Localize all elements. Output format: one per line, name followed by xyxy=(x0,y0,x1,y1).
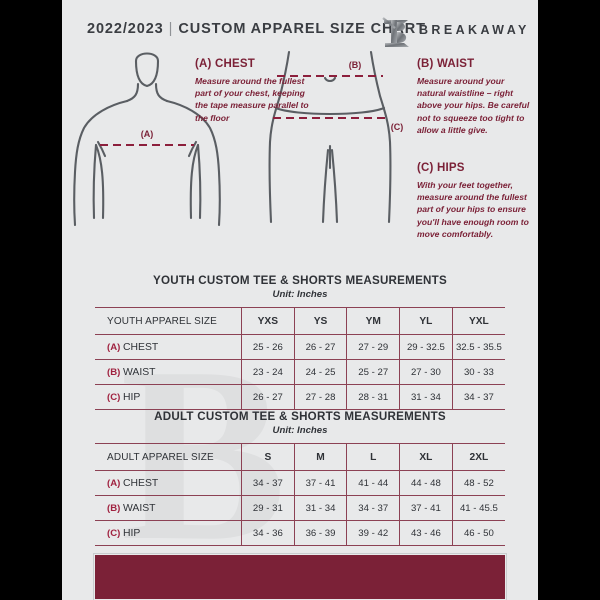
cell: 27 - 28 xyxy=(294,384,348,410)
brand-name: BREAKAWAY xyxy=(419,23,530,37)
cell: 28 - 31 xyxy=(346,384,401,410)
row-label: HIP xyxy=(123,391,141,403)
row-label: CHEST xyxy=(123,477,159,489)
youth-header-yxs: YXS xyxy=(241,307,295,335)
table-row: (A) CHEST 34 - 37 37 - 41 41 - 44 44 - 4… xyxy=(95,470,505,496)
cell: 31 - 34 xyxy=(294,495,348,521)
callout-hips-body: With your feet together, measure around … xyxy=(417,180,529,239)
cell: 26 - 27 xyxy=(294,334,348,360)
row-label: WAIST xyxy=(123,366,156,378)
row-label: WAIST xyxy=(123,502,156,514)
adult-header-xl: XL xyxy=(399,443,453,471)
callout-waist: (B) WAIST Measure around your natural wa… xyxy=(417,58,535,136)
page-title: CUSTOM APPAREL SIZE CHART xyxy=(178,21,426,37)
cell: 34 - 37 xyxy=(346,495,401,521)
adult-table-title: ADULT CUSTOM TEE & SHORTS MEASUREMENTS xyxy=(154,410,446,423)
youth-size-table: YOUTH APPAREL SIZE YXS YS YM YL YXL (A) … xyxy=(95,307,505,410)
header-separator: | xyxy=(168,21,174,37)
row-tag: (B) xyxy=(107,502,121,514)
row-tag: (A) xyxy=(107,341,121,353)
cell: 26 - 27 xyxy=(241,384,295,410)
cell: 31 - 34 xyxy=(399,384,453,410)
breakaway-b-monogram-icon xyxy=(382,17,409,47)
callout-chest: (A) CHEST Measure around the fullest par… xyxy=(195,58,313,124)
youth-row-hip-label: (C) HIP xyxy=(95,384,242,410)
body-measurement-illustration: (A) (B) (C) xyxy=(73,50,404,227)
row-tag: (A) xyxy=(107,477,121,489)
cell: 39 - 42 xyxy=(346,520,401,546)
adult-measurements-block: ADULT CUSTOM TEE & SHORTS MEASUREMENTS U… xyxy=(95,410,505,546)
table-row: (A) CHEST 25 - 26 26 - 27 27 - 29 29 - 3… xyxy=(95,334,505,360)
youth-row-chest-label: (A) CHEST xyxy=(95,334,242,360)
callout-waist-heading: (B) WAIST xyxy=(417,58,475,70)
cell: 37 - 41 xyxy=(399,495,453,521)
adult-row-waist-label: (B) WAIST xyxy=(95,495,242,521)
youth-header-ym: YM xyxy=(346,307,401,335)
adult-row-chest-label: (A) CHEST xyxy=(95,470,242,496)
youth-header-yl: YL xyxy=(399,307,453,335)
adult-row-hip-label: (C) HIP xyxy=(95,520,242,546)
cell: 30 - 33 xyxy=(452,359,505,385)
cell: 34 - 36 xyxy=(241,520,295,546)
youth-measurements-block: YOUTH CUSTOM TEE & SHORTS MEASUREMENTS U… xyxy=(95,274,505,410)
cell: 24 - 25 xyxy=(294,359,348,385)
measurement-diagrams: (A) (B) (C) (A) CHEST xyxy=(62,50,538,270)
header-title-line: 2022/2023 | CUSTOM APPAREL SIZE CHART xyxy=(87,21,426,37)
callout-hips: (C) HIPS With your feet together, measur… xyxy=(417,162,538,240)
youth-table-title: YOUTH CUSTOM TEE & SHORTS MEASUREMENTS xyxy=(153,274,447,287)
callout-hips-heading: (C) HIPS xyxy=(417,162,465,174)
cell: 29 - 32.5 xyxy=(399,334,453,360)
waist-measure-label: (B) xyxy=(349,60,362,70)
cell: 37 - 41 xyxy=(294,470,348,496)
row-label: CHEST xyxy=(123,341,159,353)
table-row: (B) WAIST 29 - 31 31 - 34 34 - 37 37 - 4… xyxy=(95,495,505,521)
cell: 23 - 24 xyxy=(241,359,295,385)
adult-header-size: ADULT APPAREL SIZE xyxy=(95,443,242,471)
table-header-row: YOUTH APPAREL SIZE YXS YS YM YL YXL xyxy=(95,307,505,335)
row-tag: (B) xyxy=(107,366,121,378)
cell: 48 - 52 xyxy=(452,470,505,496)
table-header-row: ADULT APPAREL SIZE S M L XL 2XL xyxy=(95,443,505,471)
cell: 29 - 31 xyxy=(241,495,295,521)
callout-waist-body: Measure around your natural waistline – … xyxy=(417,76,530,135)
chest-measure-label: (A) xyxy=(141,129,154,139)
adult-header-m: M xyxy=(294,443,348,471)
youth-row-waist-label: (B) WAIST xyxy=(95,359,242,385)
table-row: (C) HIP 26 - 27 27 - 28 28 - 31 31 - 34 … xyxy=(95,384,505,410)
row-tag: (C) xyxy=(107,527,121,539)
youth-table-unit: Unit: Inches xyxy=(272,289,328,300)
cell: 34 - 37 xyxy=(241,470,295,496)
cell: 34 - 37 xyxy=(452,384,505,410)
adult-header-l: L xyxy=(346,443,401,471)
cell: 36 - 39 xyxy=(294,520,348,546)
season-label: 2022/2023 xyxy=(87,21,164,37)
cell: 25 - 27 xyxy=(346,359,401,385)
callout-chest-heading: (A) CHEST xyxy=(195,58,255,70)
youth-header-yxl: YXL xyxy=(452,307,505,335)
page-header: 2022/2023 | CUSTOM APPAREL SIZE CHART BREA… xyxy=(62,17,538,48)
row-label: HIP xyxy=(123,527,141,539)
adult-header-2xl: 2XL xyxy=(452,443,505,471)
adult-header-s: S xyxy=(241,443,295,471)
youth-header-size: YOUTH APPAREL SIZE xyxy=(95,307,242,335)
cell: 41 - 45.5 xyxy=(452,495,505,521)
youth-header-ys: YS xyxy=(294,307,348,335)
adult-size-table: ADULT APPAREL SIZE S M L XL 2XL (A) CHES… xyxy=(95,443,505,546)
cell: 41 - 44 xyxy=(346,470,401,496)
cell: 43 - 46 xyxy=(399,520,453,546)
table-row: (C) HIP 34 - 36 36 - 39 39 - 42 43 - 46 … xyxy=(95,520,505,546)
size-chart-page: B 2022/2023|CUSTOM APPAREL SIZE CHART BR… xyxy=(62,0,538,600)
table-row: (B) WAIST 23 - 24 24 - 25 25 - 27 27 - 3… xyxy=(95,359,505,385)
row-tag: (C) xyxy=(107,391,121,403)
adult-table-unit: Unit: Inches xyxy=(272,425,328,436)
callout-chest-body: Measure around the fullest part of your … xyxy=(195,76,309,123)
cell: 32.5 - 35.5 xyxy=(452,334,505,360)
cell: 46 - 50 xyxy=(452,520,505,546)
cell: 27 - 30 xyxy=(399,359,453,385)
cell: 44 - 48 xyxy=(399,470,453,496)
footer-accent-bar xyxy=(94,554,506,600)
cell: 25 - 26 xyxy=(241,334,295,360)
cell: 27 - 29 xyxy=(346,334,401,360)
hip-measure-label: (C) xyxy=(391,122,404,132)
